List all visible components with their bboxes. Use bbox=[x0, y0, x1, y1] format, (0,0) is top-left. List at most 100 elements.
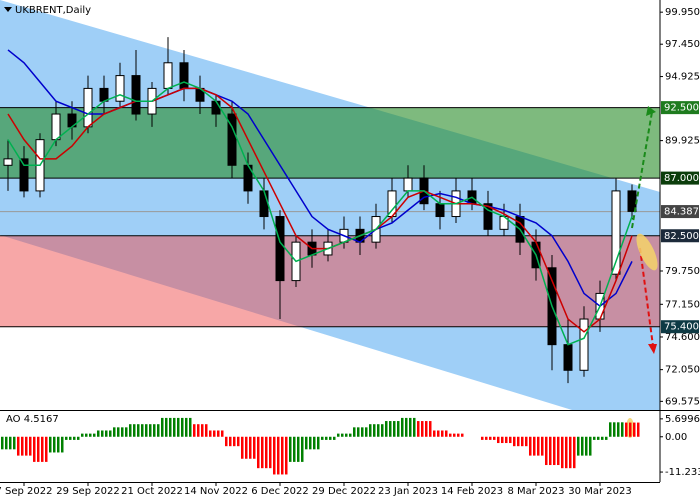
x-tick-label: 8 Mar 2023 bbox=[507, 486, 564, 497]
ao-bar bbox=[121, 427, 124, 437]
ao-bar bbox=[269, 436, 272, 469]
ao-bar bbox=[445, 430, 448, 437]
candle-body bbox=[51, 113, 61, 141]
ao-bar bbox=[233, 436, 236, 447]
ao-bar bbox=[309, 436, 312, 450]
ao-bar bbox=[569, 436, 572, 469]
bullish-arrowhead bbox=[646, 106, 656, 116]
candle-body bbox=[275, 216, 285, 282]
candle-body bbox=[19, 158, 29, 192]
ao-bar bbox=[69, 436, 72, 440]
ao-bar bbox=[285, 436, 288, 475]
ao-bar bbox=[457, 433, 460, 437]
candle-body bbox=[611, 190, 621, 275]
ao-bar bbox=[333, 436, 336, 440]
candle-body bbox=[163, 62, 173, 89]
ao-bar bbox=[169, 417, 172, 437]
ao-bar bbox=[501, 436, 504, 444]
y-tick-label: 79.750 bbox=[665, 266, 700, 277]
level-label-bg bbox=[661, 101, 699, 115]
ao-bar bbox=[321, 436, 324, 440]
price-zone bbox=[0, 107, 660, 179]
ao-bar bbox=[409, 417, 412, 437]
ao-bar bbox=[561, 436, 564, 469]
ao-bar bbox=[545, 436, 548, 466]
ao-bar bbox=[173, 417, 176, 437]
ao-bar bbox=[97, 430, 100, 437]
ao-bar bbox=[529, 436, 532, 456]
ao-bar bbox=[433, 430, 436, 437]
ao-bar bbox=[621, 422, 624, 437]
ao-bar bbox=[585, 436, 588, 456]
candle-body bbox=[403, 177, 413, 192]
candle-body bbox=[259, 190, 269, 218]
ao-bar bbox=[153, 424, 156, 437]
ao-bar bbox=[57, 436, 60, 453]
candle-body bbox=[435, 203, 445, 218]
ao-bar bbox=[549, 436, 552, 466]
ao-bar bbox=[417, 421, 420, 437]
level-label-bg bbox=[661, 320, 699, 334]
ao-bar bbox=[509, 436, 512, 444]
ao-bar bbox=[117, 427, 120, 437]
ao-bar bbox=[109, 430, 112, 437]
ao-bar bbox=[193, 424, 196, 437]
ao-bar bbox=[497, 436, 500, 444]
ao-bar bbox=[161, 417, 164, 437]
y-tick-label: 89.925 bbox=[665, 136, 700, 147]
ao-bar bbox=[73, 436, 76, 440]
ao-bar bbox=[125, 427, 128, 437]
ao-bar bbox=[137, 424, 140, 437]
y-tick-label: 69.575 bbox=[665, 396, 700, 407]
ao-bar bbox=[377, 424, 380, 437]
y-tick-label: 97.450 bbox=[665, 39, 700, 50]
ao-bar bbox=[81, 433, 84, 437]
ao-bar bbox=[429, 421, 432, 437]
ao-bar bbox=[281, 436, 284, 475]
ao-bar bbox=[317, 436, 320, 450]
x-tick-label: 7 Sep 2022 bbox=[0, 486, 53, 497]
ao-bar bbox=[637, 422, 640, 437]
ao-bar bbox=[145, 424, 148, 437]
candle-body bbox=[211, 100, 221, 115]
x-tick-label: 21 Oct 2022 bbox=[121, 486, 183, 497]
ao-bar bbox=[177, 417, 180, 437]
ao-bar bbox=[301, 436, 304, 462]
y-tick-label: 72.050 bbox=[665, 365, 700, 376]
ao-bar bbox=[241, 436, 244, 459]
ao-bar bbox=[325, 436, 328, 440]
y-tick-label: 94.925 bbox=[665, 72, 700, 83]
level-label-bg bbox=[661, 205, 699, 219]
ao-bar bbox=[337, 433, 340, 437]
ao-bar bbox=[5, 436, 8, 450]
ao-bar bbox=[261, 436, 264, 469]
level-label: 87.000 bbox=[664, 173, 699, 184]
ao-bar bbox=[613, 422, 616, 437]
ao-bar bbox=[25, 436, 28, 456]
candle-body bbox=[3, 158, 13, 166]
ao-bar bbox=[1, 436, 4, 450]
ao-bar bbox=[237, 436, 240, 447]
ao-bar bbox=[513, 436, 516, 447]
ao-bar bbox=[33, 436, 36, 462]
ao-bar bbox=[365, 427, 368, 437]
ao-bar bbox=[629, 422, 632, 437]
ao-bar bbox=[421, 421, 424, 437]
ao-bar bbox=[253, 436, 256, 459]
ao-name: AO bbox=[6, 414, 21, 425]
ao-bar bbox=[17, 436, 20, 456]
ao-bar bbox=[593, 436, 596, 440]
ao-bar bbox=[229, 436, 232, 447]
y-tick-label: 99.950 bbox=[665, 7, 700, 18]
ao-bar bbox=[341, 433, 344, 437]
ao-bar bbox=[349, 433, 352, 437]
ao-bar bbox=[437, 430, 440, 437]
ao-bar bbox=[449, 433, 452, 437]
ao-bar bbox=[225, 436, 228, 447]
ao-bar bbox=[181, 417, 184, 437]
ao-bar bbox=[493, 436, 496, 440]
ao-bar bbox=[577, 436, 580, 456]
x-tick-label: 30 Mar 2023 bbox=[568, 486, 631, 497]
ao-bar bbox=[257, 436, 260, 469]
ao-bar bbox=[505, 436, 508, 444]
